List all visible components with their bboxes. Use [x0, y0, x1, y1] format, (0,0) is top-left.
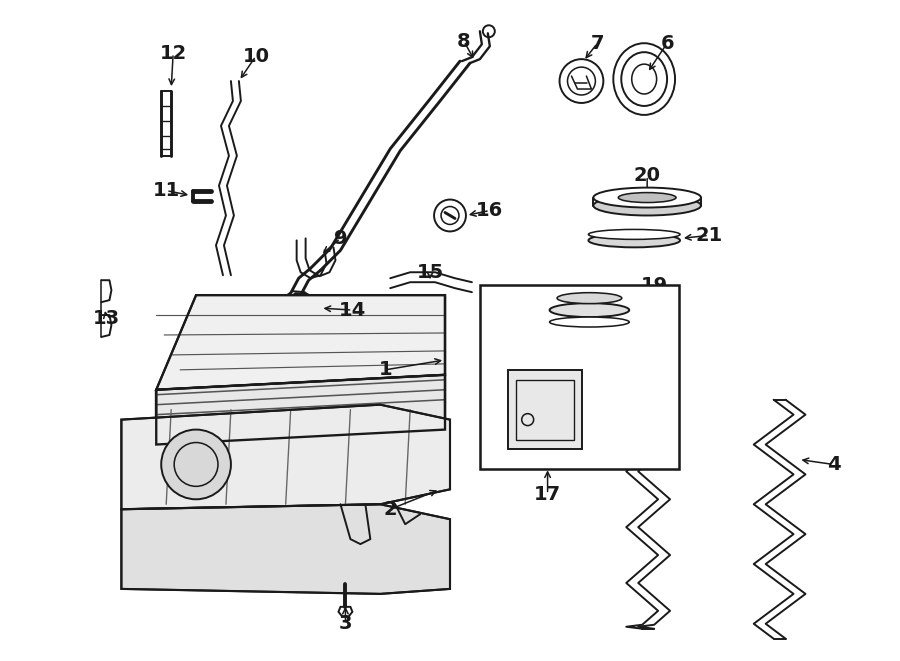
Text: 2: 2 [383, 500, 397, 519]
Ellipse shape [589, 233, 680, 247]
Bar [508, 370, 582, 449]
Text: 15: 15 [417, 262, 444, 282]
Text: 21: 21 [696, 226, 723, 245]
Circle shape [434, 200, 466, 231]
Bar [480, 285, 679, 469]
Polygon shape [122, 405, 450, 509]
Text: 11: 11 [153, 181, 180, 200]
Ellipse shape [618, 192, 676, 202]
Circle shape [161, 430, 231, 499]
Polygon shape [122, 504, 450, 594]
Text: 3: 3 [338, 614, 352, 633]
Text: 9: 9 [334, 229, 347, 248]
Ellipse shape [550, 317, 629, 327]
Text: 20: 20 [634, 166, 661, 185]
Text: 17: 17 [534, 485, 562, 504]
Text: 8: 8 [457, 32, 471, 51]
Text: 13: 13 [93, 309, 120, 328]
Text: 14: 14 [338, 301, 366, 319]
Text: 12: 12 [159, 44, 187, 63]
Text: 1: 1 [379, 360, 392, 379]
Text: 4: 4 [826, 455, 841, 474]
Polygon shape [157, 375, 445, 444]
Ellipse shape [557, 293, 622, 303]
Text: 18: 18 [483, 368, 510, 387]
Text: 6: 6 [661, 34, 674, 53]
Ellipse shape [593, 196, 701, 215]
Ellipse shape [593, 188, 701, 208]
Ellipse shape [550, 303, 629, 317]
Ellipse shape [589, 229, 680, 239]
Ellipse shape [613, 43, 675, 115]
Text: 7: 7 [590, 34, 604, 53]
Text: 10: 10 [242, 47, 269, 65]
Text: 5: 5 [610, 455, 624, 474]
Polygon shape [157, 295, 445, 390]
Circle shape [483, 25, 495, 37]
Text: 16: 16 [476, 201, 503, 220]
Polygon shape [338, 607, 353, 617]
Bar [516, 380, 574, 440]
Circle shape [560, 59, 603, 103]
Text: 19: 19 [641, 276, 668, 295]
